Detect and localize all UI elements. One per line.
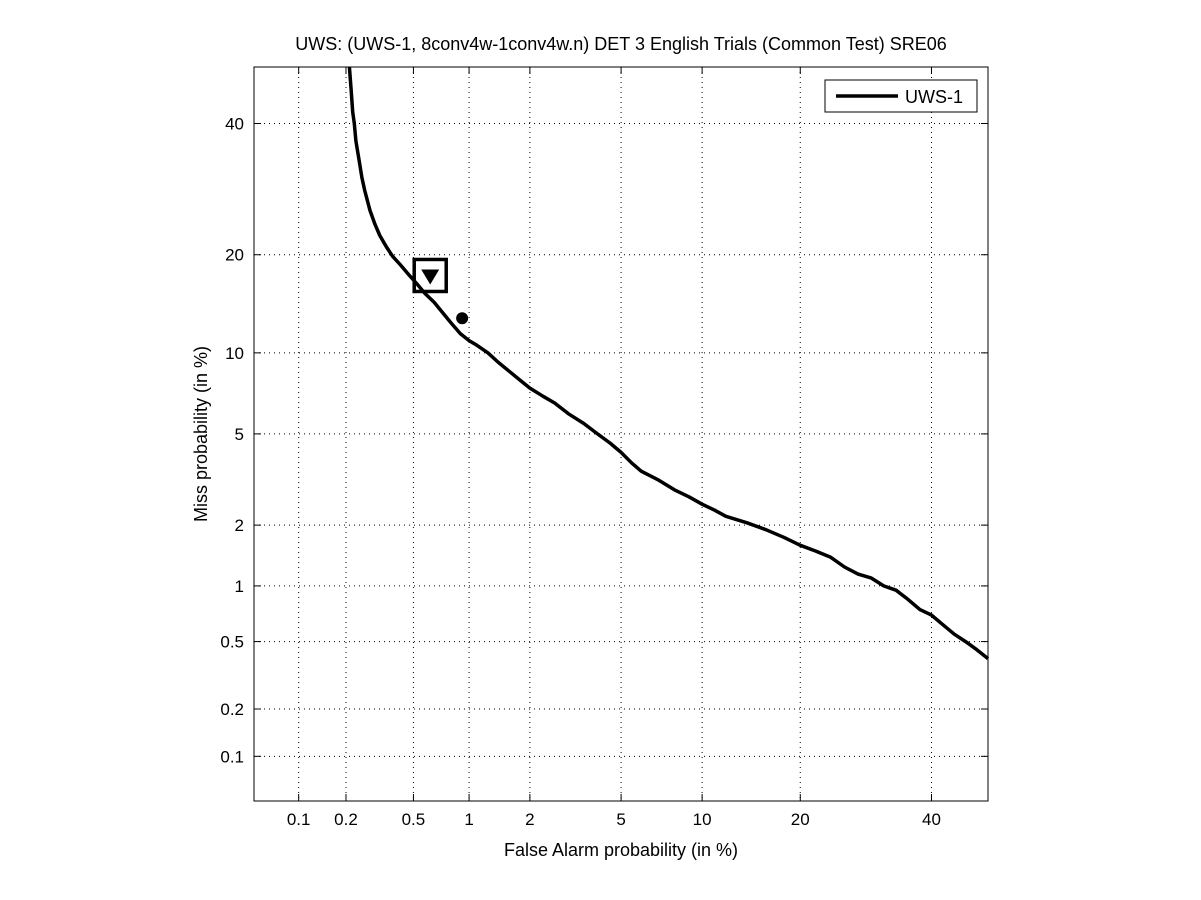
x-tick-label: 10	[693, 810, 712, 829]
y-tick-label: 1	[235, 577, 244, 596]
marker-layer	[412, 257, 469, 325]
x-tick-label: 5	[616, 810, 625, 829]
y-axis-title: Miss probability (in %)	[191, 346, 211, 522]
chart-title: UWS: (UWS-1, 8conv4w-1conv4w.n) DET 3 En…	[295, 34, 947, 54]
y-axis-ticks: 0.1 0.2 0.5 1 2 5 10 20 40	[220, 115, 988, 766]
y-tick-label: 40	[225, 115, 244, 134]
y-tick-label: 20	[225, 246, 244, 265]
legend-entry-label: UWS-1	[905, 87, 963, 107]
legend: UWS-1	[824, 79, 978, 113]
actual-dcf-square-marker	[412, 257, 448, 294]
x-tick-label: 40	[922, 810, 941, 829]
y-tick-label: 10	[225, 344, 244, 363]
min-dcf-triangle-marker	[421, 269, 440, 285]
x-tick-label: 2	[525, 810, 534, 829]
x-axis-ticks: 0.1 0.2 0.5 1 2 5 10 20 40	[287, 67, 941, 829]
x-axis-title: False Alarm probability (in %)	[504, 840, 738, 860]
y-tick-label: 0.1	[220, 747, 244, 766]
x-tick-label: 0.5	[402, 810, 426, 829]
x-tick-label: 1	[464, 810, 473, 829]
series-layer	[347, 66, 990, 660]
x-tick-label: 0.2	[334, 810, 358, 829]
series-line-uws-1	[347, 66, 990, 660]
y-tick-label: 2	[235, 516, 244, 535]
x-tick-label: 20	[791, 810, 810, 829]
y-tick-label: 5	[235, 425, 244, 444]
y-tick-label: 0.2	[220, 700, 244, 719]
y-tick-label: 0.5	[220, 633, 244, 652]
x-tick-label: 0.1	[287, 810, 311, 829]
eer-circle-marker	[456, 312, 469, 325]
